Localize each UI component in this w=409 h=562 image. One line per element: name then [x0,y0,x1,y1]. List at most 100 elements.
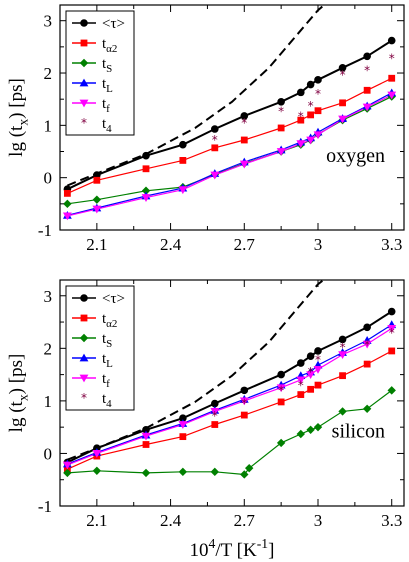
data-point-diamond [141,468,151,478]
data-point-diamond [63,199,72,209]
y-axis-label: lg (tx) [ps] [6,354,31,433]
data-point-triangle-down [276,148,286,156]
data-point-diamond [92,195,102,204]
x-tick-label: 2.1 [86,511,107,530]
plot-frame [59,279,405,507]
data-point-triangle-down [338,115,347,124]
x-axis-label: 104/T [K-1] [190,536,275,561]
data-point-square [277,124,285,132]
legend-marker-triangle-up [79,78,89,87]
data-point-circle [179,140,187,149]
data-point-triangle-down [387,91,397,100]
data-point-circle [277,370,285,379]
x-tick-label: 2.7 [234,235,256,254]
data-point-star: * [308,365,314,379]
data-point-diamond [210,467,219,477]
data-point-circle [306,352,315,361]
data-point-square [63,189,71,197]
data-point-triangle-down [239,160,249,169]
data-point-triangle-down [62,212,72,221]
data-point-square [307,385,315,393]
data-point-triangle-down [296,140,306,149]
data-point-star: * [212,409,218,423]
legend-label: tS [102,331,112,350]
data-point-triangle-down [141,194,151,202]
data-point-star: * [298,110,304,124]
legend-marker-square [80,39,88,47]
data-point-star: * [364,338,370,352]
data-point-star: * [340,340,346,354]
legend-label: t4 [102,391,112,410]
data-point-circle [363,323,371,332]
data-point-circle [211,399,219,408]
data-point-triangle-down [387,324,397,333]
data-point-triangle-down [178,186,188,195]
data-point-diamond [296,429,305,439]
legend-label: tf [102,96,110,115]
data-point-star: * [308,99,314,113]
y-tick-label: 0 [44,169,53,188]
plot-area: *** **** ** [62,5,397,221]
x-tick-label: 3.3 [381,235,402,254]
x-tick-label: 2.4 [160,235,182,254]
data-point-diamond [362,404,372,413]
data-point-star: * [241,116,247,130]
y-tick-label: 2 [44,339,53,358]
x-tick-label: 3 [314,511,323,530]
data-point-circle [338,63,347,72]
y-tick-label: 3 [44,287,53,306]
data-point-square [142,441,150,448]
legend-marker-circle [80,294,88,302]
legend-label: <τ> [102,16,125,32]
data-point-triangle-down [362,103,372,112]
legend-label: t4 [102,116,112,135]
data-point-diamond [240,470,249,479]
y-tick-label: 1 [44,392,53,411]
data-point-triangle-down [178,421,188,429]
data-point-square [339,372,346,380]
data-point-diamond [141,186,151,195]
legend-box [65,285,135,411]
legend-label: <τ> [102,291,125,307]
x-tick-label: 2.4 [160,511,182,530]
data-point-triangle-down [296,376,306,385]
legend-marker-triangle-down [79,374,89,383]
data-point-star: * [241,397,247,411]
legend-label: tL [102,351,113,370]
legend-marker-star: * [81,391,87,405]
data-point-triangle-down [92,205,102,214]
data-point-circle [142,425,150,434]
plot-area: *** **** ** [62,280,397,479]
panel-label: oxygen [326,145,385,167]
data-point-star: * [298,378,304,392]
data-point-circle [338,335,347,344]
x-tick-label: 2.7 [234,511,256,530]
data-point-circle [240,112,249,120]
data-point-circle [179,414,187,423]
data-point-diamond [313,422,323,432]
data-point-star: * [278,104,284,118]
data-point-triangle-down [62,461,72,470]
x-tick-label: 2.1 [86,235,107,254]
data-point-square [277,398,285,406]
data-point-square [93,176,101,184]
data-point-star: * [389,52,395,66]
legend-marker-diamond [79,58,89,68]
data-point-square [211,144,219,152]
legend-label: tL [102,76,113,95]
legend-marker-triangle-down [79,99,89,108]
data-point-square [339,99,346,107]
data-point-square [388,347,396,355]
data-point-square [211,421,219,428]
data-point-star: * [278,384,284,398]
data-point-triangle-down [210,407,220,416]
data-point-square [240,411,248,419]
x-tick-label: 3 [314,235,323,254]
legend-marker-diamond [79,333,89,343]
data-point-diamond [245,463,254,473]
data-point-circle [240,386,249,395]
legend-marker-triangle-up [79,353,89,362]
data-point-circle [211,125,219,133]
data-point-triangle-down [362,340,372,349]
